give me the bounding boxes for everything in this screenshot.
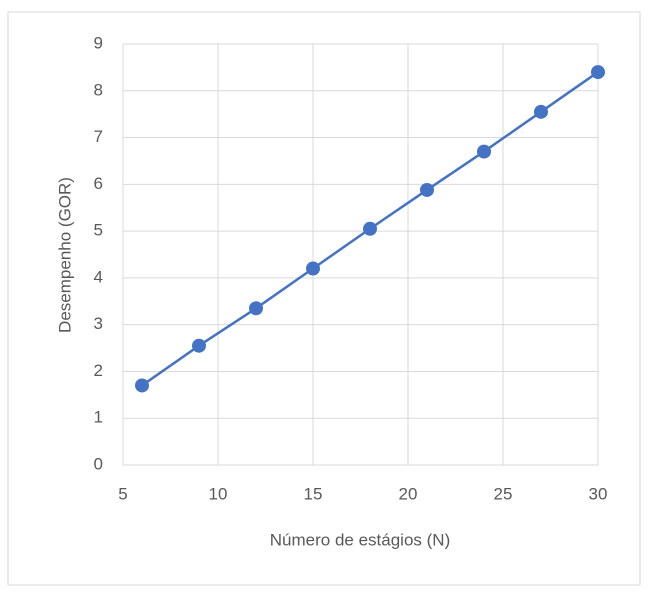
y-tick-label: 8 (94, 80, 103, 99)
x-tick-label: 10 (209, 484, 228, 503)
y-tick-label: 2 (94, 361, 103, 380)
marker (192, 338, 206, 353)
y-tick-label: 5 (94, 221, 103, 240)
y-tick-label: 9 (94, 33, 103, 52)
x-tick-label: 20 (399, 484, 418, 503)
y-tick-label: 0 (94, 454, 103, 473)
marker (363, 221, 377, 236)
x-tick-label: 30 (589, 484, 608, 503)
x-axis-title: Número de estágios (N) (270, 530, 450, 549)
marker (534, 104, 548, 119)
chart-border (7, 11, 641, 586)
y-tick-label: 6 (94, 174, 103, 193)
marker (420, 182, 434, 197)
x-tick-label: 25 (494, 484, 513, 503)
x-tick-label: 5 (118, 484, 127, 503)
y-axis-title: Desempenho (GOR) (55, 177, 74, 333)
y-tick-label: 7 (94, 127, 103, 146)
marker (135, 378, 149, 393)
marker (477, 144, 491, 159)
marker (249, 301, 263, 316)
marker (591, 65, 605, 80)
marker (306, 261, 320, 276)
x-tick-label: 15 (304, 484, 323, 503)
y-tick-label: 1 (94, 408, 103, 427)
y-tick-label: 3 (94, 314, 103, 333)
y-tick-label: 4 (94, 267, 103, 286)
